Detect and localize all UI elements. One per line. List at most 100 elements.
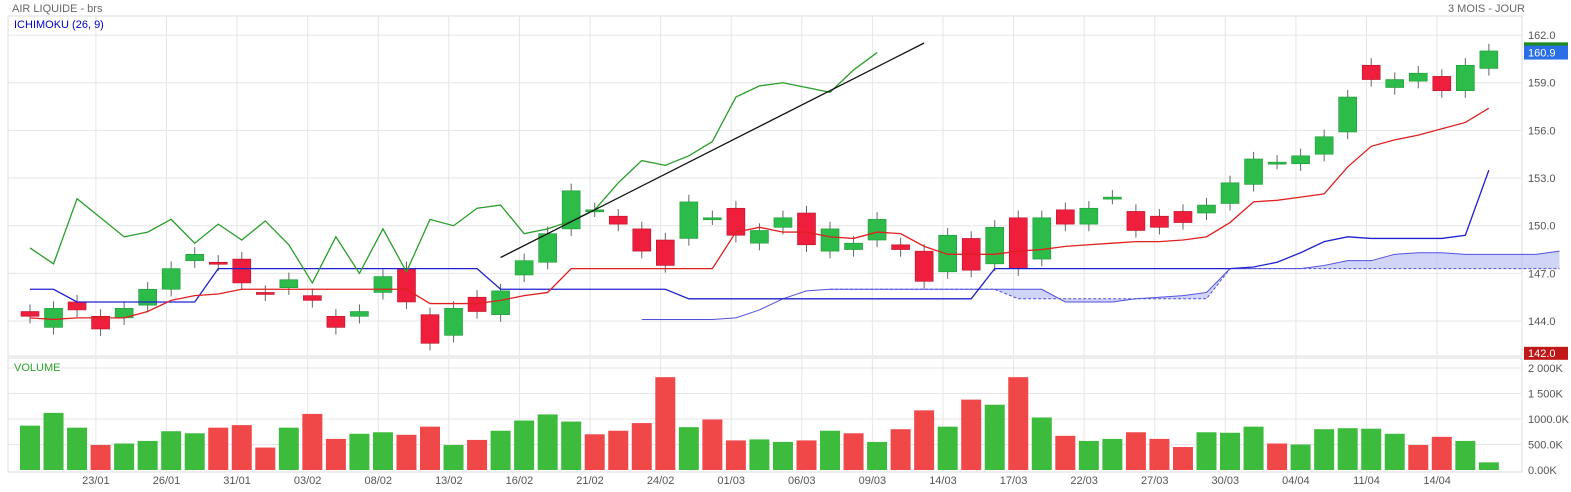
volume-bar [537,414,558,470]
candle-body [491,290,510,315]
indicator-label: ICHIMOKU (26, 9) [14,19,104,31]
volume-bar [1384,433,1405,470]
volume-bar [749,439,770,470]
candle-body [20,311,40,317]
chart-title: AIR LIQUIDE - brs [12,3,103,15]
volume-tick-label: 1 500K [1528,389,1564,401]
period-label: 3 MOIS - JOUR [1447,3,1525,15]
volume-bar [1408,445,1429,470]
candle-body [1408,72,1428,82]
candle-body [1079,207,1099,225]
volume-bar [1361,428,1382,470]
volume-bar [914,410,935,470]
price-badge-low-bg [1524,346,1568,360]
volume-bar [255,447,276,470]
volume-bar [1290,444,1311,470]
price-badge-low: 142.0 [1528,348,1556,360]
candle-body [326,315,346,328]
y-tick-label: 147.0 [1528,268,1556,280]
y-tick-label: 150.0 [1528,221,1556,233]
x-tick-label: 22/03 [1070,475,1098,487]
volume-bar [467,439,488,470]
x-tick-label: 21/02 [576,475,604,487]
tenkan-sen-line [29,107,1490,321]
candle-body [138,288,157,306]
candle-body [1103,196,1122,200]
x-tick-label: 08/02 [364,475,392,487]
chikou-span-line [29,52,878,285]
volume-bar [843,433,864,470]
candle-body [1126,211,1146,231]
volume-bar [420,426,441,470]
candle-body [444,308,463,336]
candle-body [914,250,934,282]
volume-title: VOLUME [14,362,61,374]
candle-body [420,314,440,344]
x-tick-label: 24/02 [647,475,675,487]
candle-body [1456,64,1475,91]
candle-body [1432,76,1452,91]
x-tick-label: 26/01 [153,475,181,487]
volume-bar [631,423,652,470]
volume-bar [372,432,393,470]
candle-body [1244,158,1263,185]
candle-body [1314,136,1334,155]
x-tick-label: 30/03 [1212,475,1240,487]
candle-body [797,212,816,246]
volume-bar [1267,443,1288,470]
volume-bar [584,434,605,470]
volume-bar [1243,426,1264,470]
y-tick-label: 156.0 [1528,125,1556,137]
volume-tick-label: 500.0K [1528,440,1564,452]
volume-bar [67,427,88,470]
candle-body [1197,204,1216,214]
volume-bar [1455,440,1476,470]
candle-body [703,217,722,221]
volume-bar [396,434,417,470]
volume-bar [161,431,182,470]
volume-bar [937,426,958,470]
y-tick-label: 162.0 [1528,30,1556,42]
volume-bar [1196,432,1217,470]
candle-body [467,296,487,312]
volume-bar [608,430,629,470]
candle-body [303,295,322,301]
candle-body [632,228,652,252]
trendline [500,42,925,259]
candle-body [279,279,299,288]
x-tick-label: 11/04 [1353,475,1380,487]
candle-body [820,228,840,252]
senkou-b-line [830,268,1560,300]
volume-bar [867,441,888,470]
volume-bar [325,438,346,470]
volume-bar [184,433,205,470]
candle-body [844,242,863,250]
candle-body [185,254,205,261]
x-tick-label: 01/03 [717,475,745,487]
candle-body [1056,209,1075,225]
volume-bar [443,445,464,470]
volume-bar [208,427,229,470]
y-tick-label: 159.0 [1528,78,1556,90]
volume-bar [796,440,817,470]
candle-body [1150,215,1169,228]
kijun-sen-line [30,169,1490,303]
x-tick-label: 27/03 [1141,475,1169,487]
y-tick-label: 153.0 [1528,173,1556,185]
volume-bar [1478,462,1499,470]
x-tick-label: 14/04 [1423,475,1451,487]
candle-body [161,268,181,290]
candle-body [67,301,87,311]
candle-body [538,233,557,263]
candle-body [773,217,793,228]
candle-body [350,311,369,317]
volume-bar [725,440,746,470]
price-panel [7,15,1523,357]
candle-body [1008,217,1028,269]
candle-body [1385,79,1405,88]
volume-bar [1172,447,1193,470]
volume-bar [702,419,723,470]
volume-bar [90,445,111,470]
volume-bar [820,430,841,470]
volume-bar [1337,428,1358,470]
